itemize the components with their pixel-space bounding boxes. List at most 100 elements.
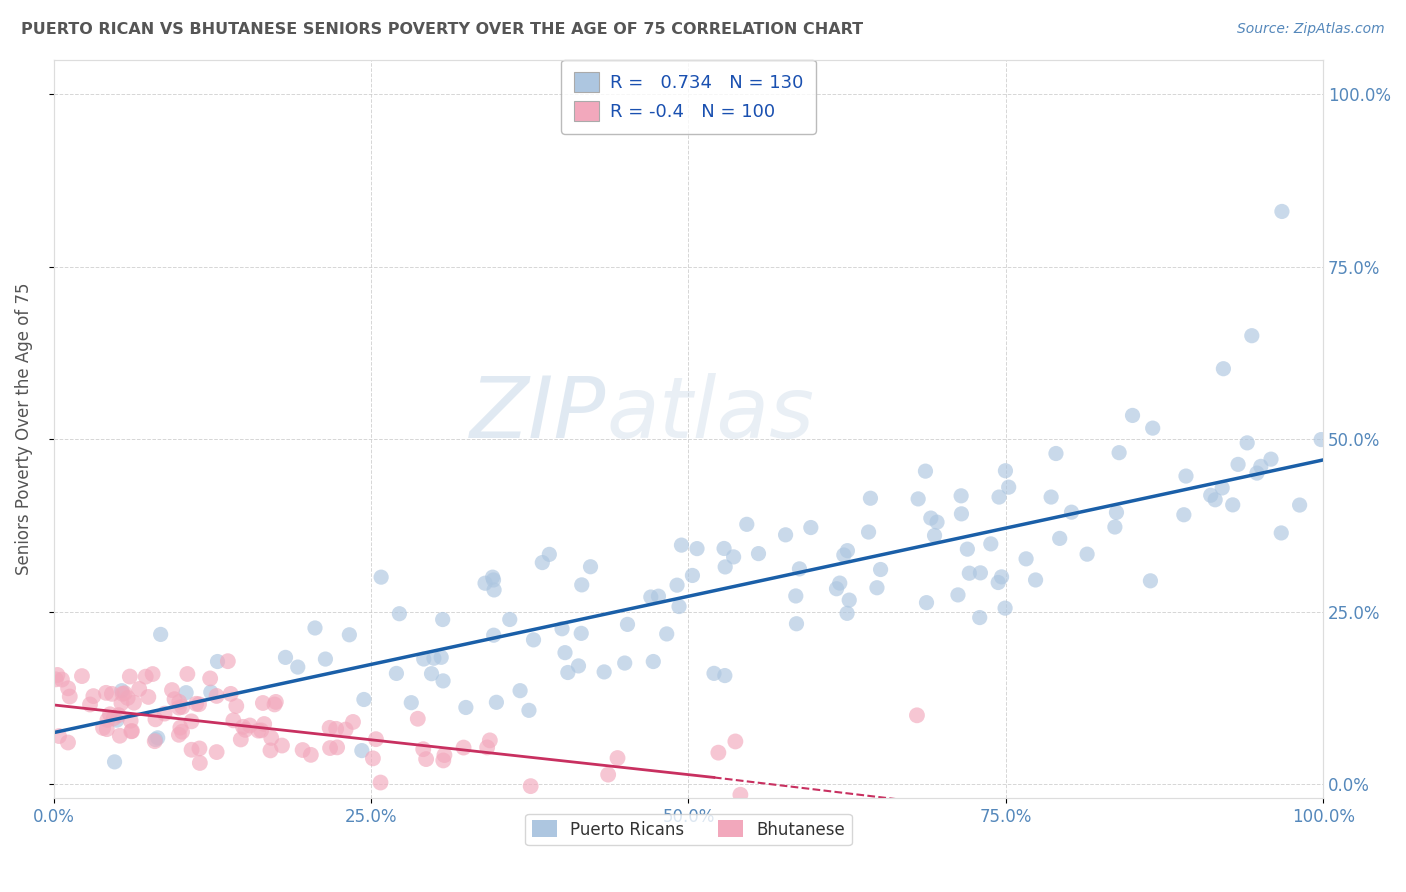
Point: [253, 717, 276, 731]
Point: [950, 489, 973, 503]
Point: [724, 734, 747, 748]
Point: [56, 735, 79, 749]
Point: [56, 681, 79, 696]
Point: [828, 576, 851, 591]
Point: [370, 775, 392, 789]
Point: [785, 589, 807, 603]
Point: [174, 686, 197, 700]
Point: [274, 650, 297, 665]
Point: [1121, 409, 1143, 423]
Point: [714, 560, 737, 574]
Point: [430, 650, 453, 665]
Point: [569, 626, 592, 640]
Point: [1288, 498, 1310, 512]
Point: [260, 731, 283, 745]
Point: [1060, 505, 1083, 519]
Point: [103, 755, 125, 769]
Point: [342, 714, 364, 729]
Point: [217, 654, 239, 668]
Point: [247, 723, 270, 738]
Point: [364, 732, 387, 747]
Point: [997, 480, 1019, 494]
Point: [325, 722, 347, 736]
Point: [232, 720, 254, 734]
Text: ZIP: ZIP: [470, 373, 606, 456]
Point: [613, 656, 636, 670]
Point: [987, 575, 1010, 590]
Point: [914, 464, 936, 478]
Point: [79, 698, 101, 712]
Point: [176, 667, 198, 681]
Point: [1250, 459, 1272, 474]
Point: [98, 707, 121, 722]
Point: [319, 741, 342, 756]
Point: [671, 538, 693, 552]
Point: [723, 549, 745, 564]
Point: [735, 517, 758, 532]
Point: [188, 741, 211, 756]
Point: [205, 745, 228, 759]
Point: [789, 562, 811, 576]
Point: [800, 520, 823, 534]
Point: [107, 708, 129, 723]
Point: [121, 724, 143, 739]
Point: [1199, 488, 1222, 502]
Point: [551, 622, 574, 636]
Point: [188, 756, 211, 770]
Point: [606, 751, 628, 765]
Point: [905, 708, 928, 723]
Point: [146, 731, 169, 745]
Point: [825, 582, 848, 596]
Point: [200, 685, 222, 699]
Point: [859, 491, 882, 506]
Point: [538, 547, 561, 561]
Point: [1139, 574, 1161, 588]
Point: [1104, 520, 1126, 534]
Point: [186, 697, 208, 711]
Point: [703, 666, 725, 681]
Point: [1222, 498, 1244, 512]
Text: atlas: atlas: [606, 373, 814, 456]
Point: [318, 721, 340, 735]
Point: [361, 751, 384, 765]
Point: [401, 696, 423, 710]
Point: [122, 696, 145, 710]
Point: [188, 697, 211, 711]
Point: [1310, 433, 1333, 447]
Point: [1236, 435, 1258, 450]
Point: [370, 570, 392, 584]
Point: [167, 728, 190, 742]
Point: [118, 669, 141, 683]
Point: [46, 668, 69, 682]
Point: [110, 696, 132, 710]
Point: [1076, 547, 1098, 561]
Point: [304, 621, 326, 635]
Point: [326, 740, 349, 755]
Point: [353, 692, 375, 706]
Point: [143, 734, 166, 748]
Point: [128, 681, 150, 696]
Point: [924, 528, 946, 542]
Point: [957, 566, 980, 581]
Point: [482, 573, 505, 587]
Point: [180, 743, 202, 757]
Point: [160, 683, 183, 698]
Point: [482, 582, 505, 597]
Point: [96, 713, 118, 727]
Point: [593, 665, 616, 679]
Point: [135, 670, 157, 684]
Point: [432, 613, 454, 627]
Point: [108, 729, 131, 743]
Point: [1240, 328, 1263, 343]
Point: [519, 779, 541, 793]
Point: [640, 590, 662, 604]
Point: [478, 733, 501, 747]
Point: [598, 767, 620, 781]
Point: [299, 747, 322, 762]
Point: [681, 568, 703, 582]
Point: [869, 562, 891, 576]
Point: [433, 747, 456, 762]
Point: [1271, 204, 1294, 219]
Point: [1040, 490, 1063, 504]
Point: [925, 515, 948, 529]
